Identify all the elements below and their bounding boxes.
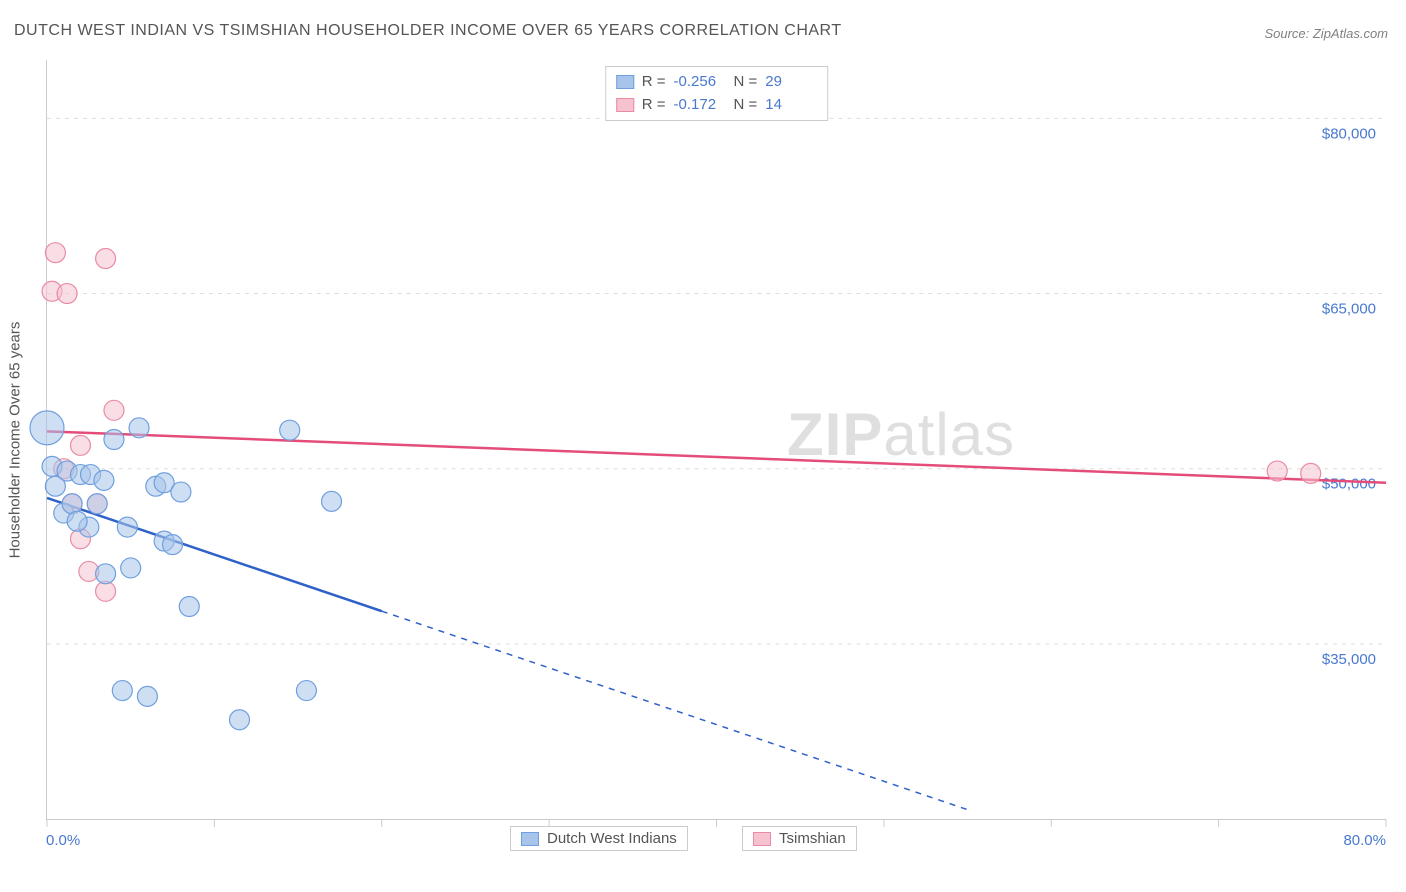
- stats-row-series2: R = -0.172 N = 14: [616, 94, 818, 117]
- chart-svg: $35,000 $50,000 $65,000 $80,000: [47, 60, 1386, 819]
- legend-label-series2: Tsimshian: [779, 830, 846, 847]
- stats-row-series1: R = -0.256 N = 29: [616, 71, 818, 94]
- source-attribution: Source: ZipAtlas.com: [1264, 26, 1388, 41]
- r-value-series2: -0.172: [674, 94, 726, 117]
- r-label: R =: [642, 94, 666, 117]
- legend-series1: Dutch West Indians: [510, 826, 688, 851]
- r-label: R =: [642, 71, 666, 94]
- plot-area: $35,000$50,000$65,000$80,000 ZIPatlas R …: [46, 60, 1386, 820]
- legend-series2: Tsimshian: [742, 826, 857, 851]
- chart-title: DUTCH WEST INDIAN VS TSIMSHIAN HOUSEHOLD…: [14, 22, 842, 40]
- swatch-series1: [521, 832, 539, 846]
- swatch-series2: [616, 98, 634, 112]
- y-axis-title: Householder Income Over 65 years: [7, 322, 24, 559]
- x-axis-min-label: 0.0%: [46, 832, 80, 849]
- stats-legend-box: R = -0.256 N = 29 R = -0.172 N = 14: [605, 66, 829, 121]
- swatch-series2: [753, 832, 771, 846]
- x-axis-max-label: 80.0%: [1343, 832, 1386, 849]
- n-value-series2: 14: [765, 94, 817, 117]
- legend-label-series1: Dutch West Indians: [547, 830, 677, 847]
- svg-text:$80,000: $80,000: [1322, 125, 1376, 142]
- swatch-series1: [616, 75, 634, 89]
- n-value-series1: 29: [765, 71, 817, 94]
- n-label: N =: [734, 71, 758, 94]
- svg-text:$50,000: $50,000: [1322, 476, 1376, 493]
- svg-text:$65,000: $65,000: [1322, 301, 1376, 318]
- svg-text:$35,000: $35,000: [1322, 651, 1376, 668]
- r-value-series1: -0.256: [674, 71, 726, 94]
- n-label: N =: [734, 94, 758, 117]
